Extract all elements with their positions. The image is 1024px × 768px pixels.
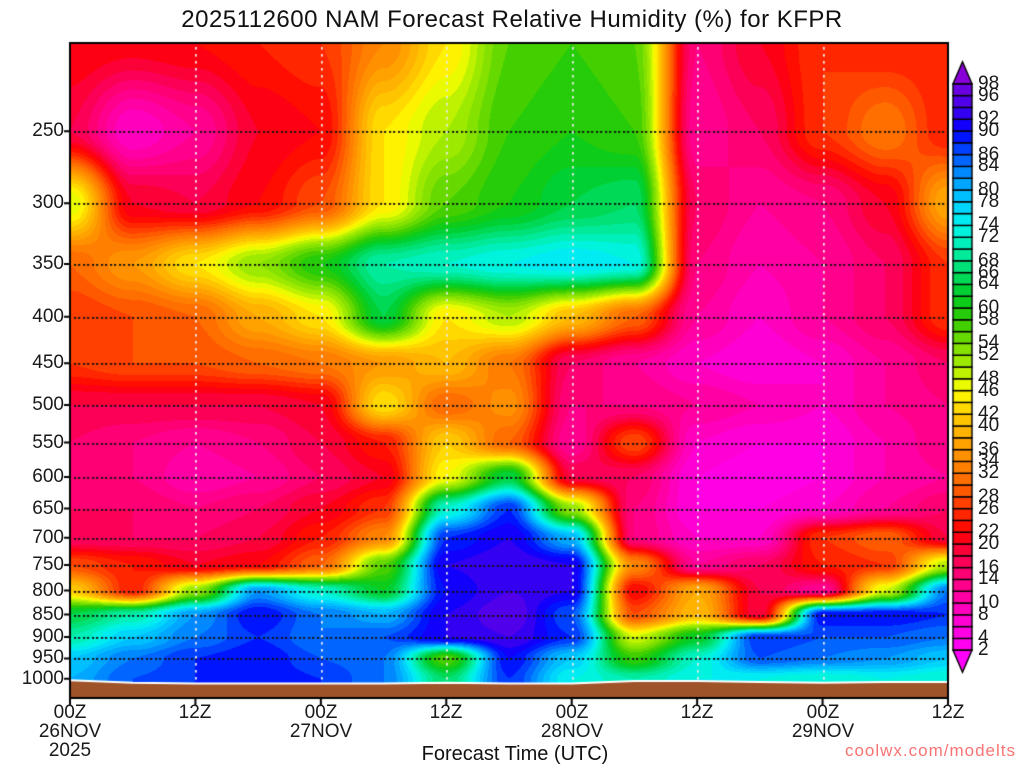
colorbar-label-98: 98 xyxy=(978,73,1000,94)
colorbar-label-48: 48 xyxy=(978,368,1000,389)
colorbar-label-66: 66 xyxy=(978,262,1000,283)
colorbar-label-16: 16 xyxy=(978,557,1000,578)
x-date-label-26NOV: 26NOV xyxy=(38,721,102,742)
y-tick-label-350: 350 xyxy=(32,253,64,274)
colorbar-label-80: 80 xyxy=(978,179,1000,200)
x-date-label-28NOV: 28NOV xyxy=(540,721,604,742)
y-tick-label-750: 750 xyxy=(32,554,64,575)
x-date-label-29NOV: 29NOV xyxy=(791,721,855,742)
colorbar-label-86: 86 xyxy=(978,144,1000,165)
x-year-label: 2025 xyxy=(48,740,92,761)
x-tick-label-72: 00Z xyxy=(806,702,840,723)
x-tick-label-48: 00Z xyxy=(555,702,589,723)
chart-title: 2025112600 NAM Forecast Relative Humidit… xyxy=(181,6,843,33)
colorbar-label-74: 74 xyxy=(978,214,1000,235)
colorbar-label-46: 46 xyxy=(978,380,1000,401)
colorbar-label-64: 64 xyxy=(978,273,1000,294)
colorbar-label-42: 42 xyxy=(978,403,1000,424)
colorbar-label-14: 14 xyxy=(978,568,1000,589)
x-tick-label-60: 12Z xyxy=(680,702,714,723)
colorbar-label-2: 2 xyxy=(978,639,989,660)
y-tick-label-550: 550 xyxy=(32,432,64,453)
colorbar-label-36: 36 xyxy=(978,439,1000,460)
colorbar-label-26: 26 xyxy=(978,498,1000,519)
colorbar-label-20: 20 xyxy=(978,533,1000,554)
x-tick-label-36: 12Z xyxy=(429,702,463,723)
y-tick-label-700: 700 xyxy=(32,527,64,548)
y-tick-label-250: 250 xyxy=(32,120,64,141)
y-tick-label-300: 300 xyxy=(32,192,64,213)
colorbar-label-60: 60 xyxy=(978,297,1000,318)
y-tick-label-650: 650 xyxy=(32,498,64,519)
x-date-label-27NOV: 27NOV xyxy=(289,721,353,742)
colorbar-label-58: 58 xyxy=(978,309,1000,330)
x-tick-label-24: 00Z xyxy=(304,702,338,723)
colorbar-label-78: 78 xyxy=(978,191,1000,212)
colorbar-label-68: 68 xyxy=(978,250,1000,271)
colorbar-label-32: 32 xyxy=(978,462,1000,483)
colorbar-label-52: 52 xyxy=(978,344,1000,365)
colorbar-label-10: 10 xyxy=(978,592,1000,613)
colorbar-label-90: 90 xyxy=(978,120,1000,141)
y-tick-label-950: 950 xyxy=(32,647,64,668)
x-tick-label-0: 00Z xyxy=(53,702,87,723)
colorbar-label-96: 96 xyxy=(978,85,1000,106)
y-tick-label-900: 900 xyxy=(32,626,64,647)
colorbar-label-72: 72 xyxy=(978,226,1000,247)
x-axis-title: Forecast Time (UTC) xyxy=(421,743,609,765)
x-tick-label-12: 12Z xyxy=(178,702,212,723)
y-tick-label-600: 600 xyxy=(32,466,64,487)
colorbar-label-40: 40 xyxy=(978,415,1000,436)
y-tick-label-400: 400 xyxy=(32,306,64,327)
x-tick-label-84: 12Z xyxy=(931,702,965,723)
colorbar-label-22: 22 xyxy=(978,521,1000,542)
y-tick-label-450: 450 xyxy=(32,352,64,373)
colorbar-label-34: 34 xyxy=(978,450,1000,471)
y-tick-label-800: 800 xyxy=(32,580,64,601)
colorbar-label-4: 4 xyxy=(978,627,989,648)
colorbar-label-8: 8 xyxy=(978,604,989,625)
colorbar-label-84: 84 xyxy=(978,155,1000,176)
y-tick-label-500: 500 xyxy=(32,394,64,415)
y-tick-label-1000: 1000 xyxy=(21,668,64,689)
colorbar-label-54: 54 xyxy=(978,332,1000,353)
colorbar-label-28: 28 xyxy=(978,486,1000,507)
watermark-link[interactable]: coolwx.com/modelts xyxy=(844,741,1016,760)
y-tick-label-850: 850 xyxy=(32,604,64,625)
colorbar-label-92: 92 xyxy=(978,108,1000,129)
